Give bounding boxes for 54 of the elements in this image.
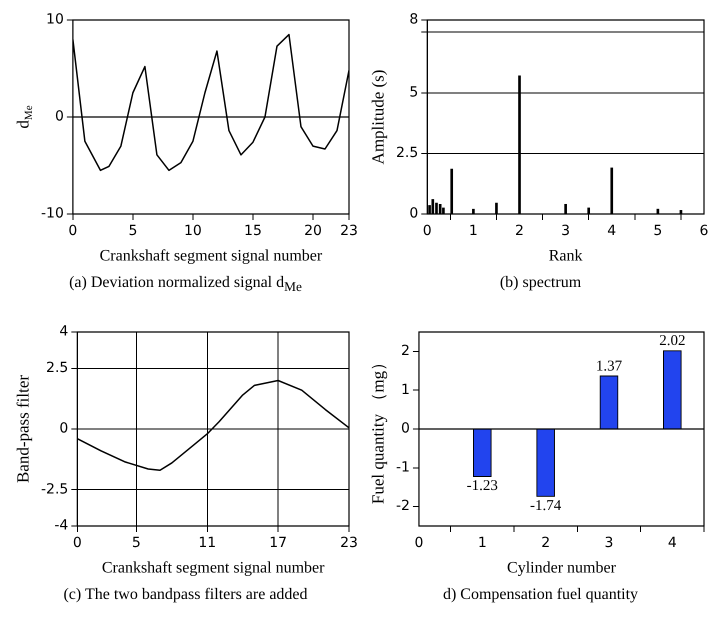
x-tick-label: 0 bbox=[422, 223, 432, 240]
x-tick-label: 11 bbox=[198, 535, 216, 552]
y-tick-label: -2 bbox=[396, 498, 410, 514]
x-tick-label: 5 bbox=[132, 535, 141, 552]
y-tick-label: -10 bbox=[40, 206, 64, 222]
x-tick-label: 23 bbox=[340, 535, 358, 552]
y-tick-label: -4 bbox=[54, 518, 68, 534]
x-tick-label: 2 bbox=[541, 535, 550, 552]
x-axis-title: Rank bbox=[548, 248, 583, 265]
x-tick-label: 2 bbox=[515, 223, 524, 240]
data-label: 1.37 bbox=[596, 358, 623, 374]
y-tick-label: -2.5 bbox=[40, 481, 68, 498]
y-tick-label: 2 bbox=[401, 343, 410, 360]
x-axis-title: Crankshaft segment signal number bbox=[100, 248, 323, 265]
x-tick-label: 15 bbox=[244, 223, 262, 240]
x-tick-label: 4 bbox=[607, 223, 616, 240]
x-tick-label: 1 bbox=[468, 223, 478, 240]
y-tick-label: 2.5 bbox=[46, 360, 68, 376]
y-tick-label: 1 bbox=[401, 382, 410, 398]
x-tick-label: 0 bbox=[72, 535, 82, 552]
y-axis-title: dMe bbox=[13, 105, 35, 129]
y-tick-label: 0 bbox=[54, 108, 64, 125]
text: d) Compensation fuel quantity bbox=[442, 585, 640, 605]
y-axis-title: Fuel quantity （mg） bbox=[368, 354, 388, 504]
x-tick-label: 3 bbox=[561, 223, 570, 240]
x-axis-title: Cylinder number bbox=[507, 560, 617, 577]
y-tick-label: 5 bbox=[409, 84, 418, 100]
text: (b) spectrum bbox=[498, 273, 582, 293]
x-tick-label: 20 bbox=[304, 223, 322, 240]
x-tick-label: 1 bbox=[478, 535, 487, 552]
y-tick-label: 0 bbox=[59, 420, 68, 437]
x-tick-label: 23 bbox=[340, 223, 358, 240]
y-tick-label: 4 bbox=[59, 324, 68, 340]
y-tick-label: 0 bbox=[409, 206, 418, 222]
y-tick-label: 8 bbox=[409, 12, 418, 28]
data-label: -1.23 bbox=[466, 478, 498, 494]
data-label: 2.02 bbox=[659, 333, 686, 350]
y-tick-label: 0 bbox=[401, 420, 410, 437]
x-tick-label: 3 bbox=[604, 535, 614, 552]
x-axis-title: Crankshaft segment signal number bbox=[102, 560, 326, 577]
x-tick-label: 10 bbox=[184, 223, 202, 240]
text: (a) Deviation normalized signal d$_{Me}$ bbox=[68, 273, 303, 296]
y-axis-title: Band-pass filter bbox=[13, 374, 32, 484]
x-tick-label: 5 bbox=[128, 223, 138, 240]
x-tick-label: 5 bbox=[653, 223, 662, 240]
y-axis-title: Amplitude (s) bbox=[368, 70, 388, 164]
text: (c) The two bandpass filters are added bbox=[62, 585, 309, 605]
x-tick-label: 4 bbox=[668, 535, 677, 552]
y-tick-label: 10 bbox=[46, 12, 64, 28]
data-label: -1.74 bbox=[530, 498, 562, 514]
x-tick-label: 17 bbox=[269, 535, 288, 552]
y-tick-label: -1 bbox=[396, 459, 410, 476]
y-tick-label: 2.5 bbox=[396, 145, 418, 162]
x-tick-label: 6 bbox=[700, 223, 709, 240]
